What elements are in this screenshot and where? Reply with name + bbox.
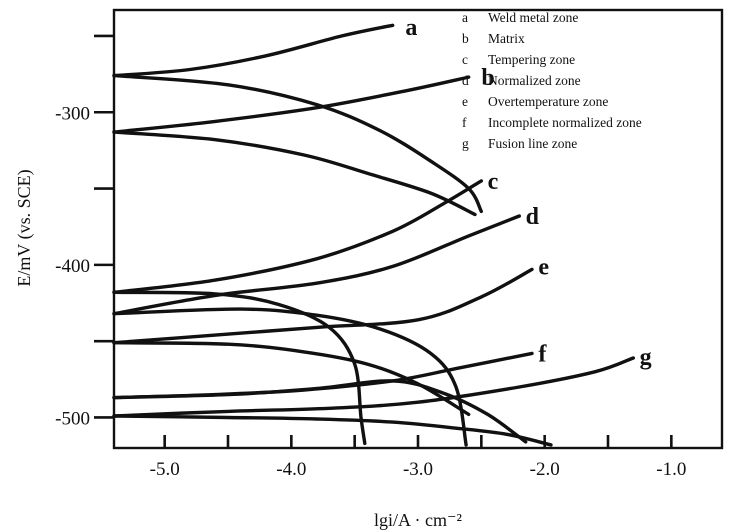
x-tick-label: -2.0: [530, 459, 560, 480]
y-ticks-layer: -300 -400 -500: [55, 34, 114, 429]
curve-e-anodic: [112, 267, 534, 345]
x-ticks-layer: -5.0 -4.0 -3.0 -2.0 -1.0: [150, 435, 686, 480]
curve-c-anodic: [112, 179, 483, 294]
curve-label-d: d: [526, 204, 540, 230]
legend-label-b: Matrix: [488, 31, 525, 46]
curve-label-c: c: [488, 169, 499, 195]
legend-label-g: Fusion line zone: [488, 136, 577, 151]
y-axis-title: E/mV (vs. SCE): [14, 169, 35, 286]
curve-f-cathodic: [112, 379, 528, 444]
curve-label-a: a: [405, 15, 417, 41]
legend-label-e: Overtemperature zone: [488, 94, 608, 109]
legend-label-c: Tempering zone: [488, 52, 575, 67]
legend-label-f: Incomplete normalized zone: [488, 115, 642, 130]
curve-label-f: f: [538, 341, 547, 367]
legend: a Weld metal zone b Matrix c Tempering zone d N…: [462, 10, 642, 151]
x-tick-label: -5.0: [150, 459, 180, 480]
legend-key-f: f: [462, 115, 467, 130]
x-axis-title: lgi/A · cm⁻²: [374, 510, 462, 530]
curve-b-cathodic: [112, 130, 477, 217]
legend-key-a: a: [462, 10, 468, 25]
y-tick-label: -300: [55, 103, 90, 124]
legend-key-g: g: [462, 136, 469, 151]
x-tick-label: -3.0: [403, 459, 433, 480]
curve-c-cathodic: [112, 290, 367, 446]
curve-a-anodic: [112, 23, 395, 78]
x-tick-label: -4.0: [276, 459, 306, 480]
legend-label-d: Normalized zone: [488, 73, 581, 88]
curves-layer: [112, 23, 635, 447]
curve-label-g: g: [640, 344, 652, 370]
curve-g-cathodic: [112, 414, 553, 447]
curve-d-anodic: [112, 214, 521, 316]
legend-key-b: b: [462, 31, 469, 46]
curve-b-anodic: [112, 75, 471, 134]
curve-g-anodic: [112, 356, 635, 418]
y-tick-label: -400: [55, 256, 90, 277]
curve-label-e: e: [538, 254, 549, 280]
legend-key-c: c: [462, 52, 468, 67]
curve-label-b: b: [481, 65, 494, 91]
x-tick-label: -1.0: [656, 459, 686, 480]
legend-label-a: Weld metal zone: [488, 10, 578, 25]
curve-f-anodic: [112, 351, 534, 400]
legend-key-d: d: [462, 73, 469, 88]
legend-key-e: e: [462, 94, 468, 109]
y-tick-label: -500: [55, 408, 90, 429]
